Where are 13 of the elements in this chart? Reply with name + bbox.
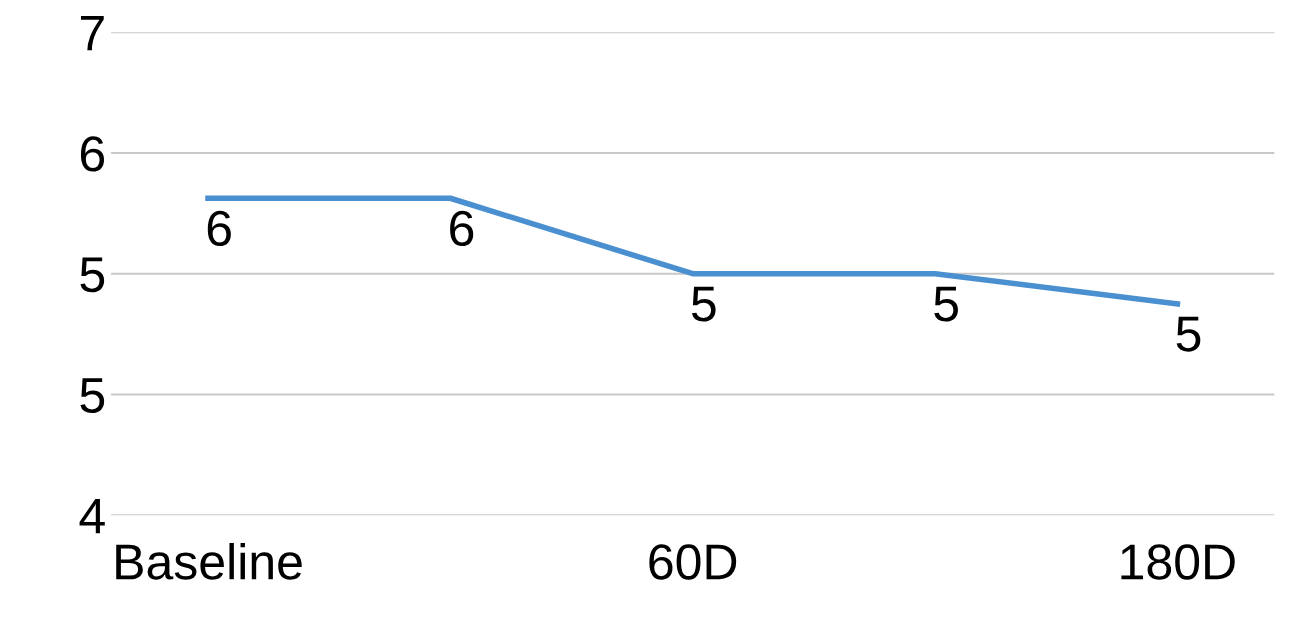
y-tick-label: 6 bbox=[80, 136, 105, 172]
y-tick-label: 5 bbox=[80, 378, 105, 414]
data-label: 5 bbox=[691, 286, 716, 322]
x-tick-label: Baseline bbox=[116, 542, 302, 580]
data-label: 6 bbox=[207, 210, 231, 247]
y-tick-label: 4 bbox=[79, 498, 105, 534]
y-tick-label: 7 bbox=[80, 15, 104, 51]
x-tick-label: 180D bbox=[1121, 544, 1235, 580]
data-label: 5 bbox=[1176, 316, 1201, 352]
y-tick-label: 5 bbox=[80, 257, 105, 293]
x-tick-label: 60D bbox=[649, 544, 737, 580]
data-label: 5 bbox=[934, 286, 958, 322]
data-label: 6 bbox=[450, 210, 474, 247]
